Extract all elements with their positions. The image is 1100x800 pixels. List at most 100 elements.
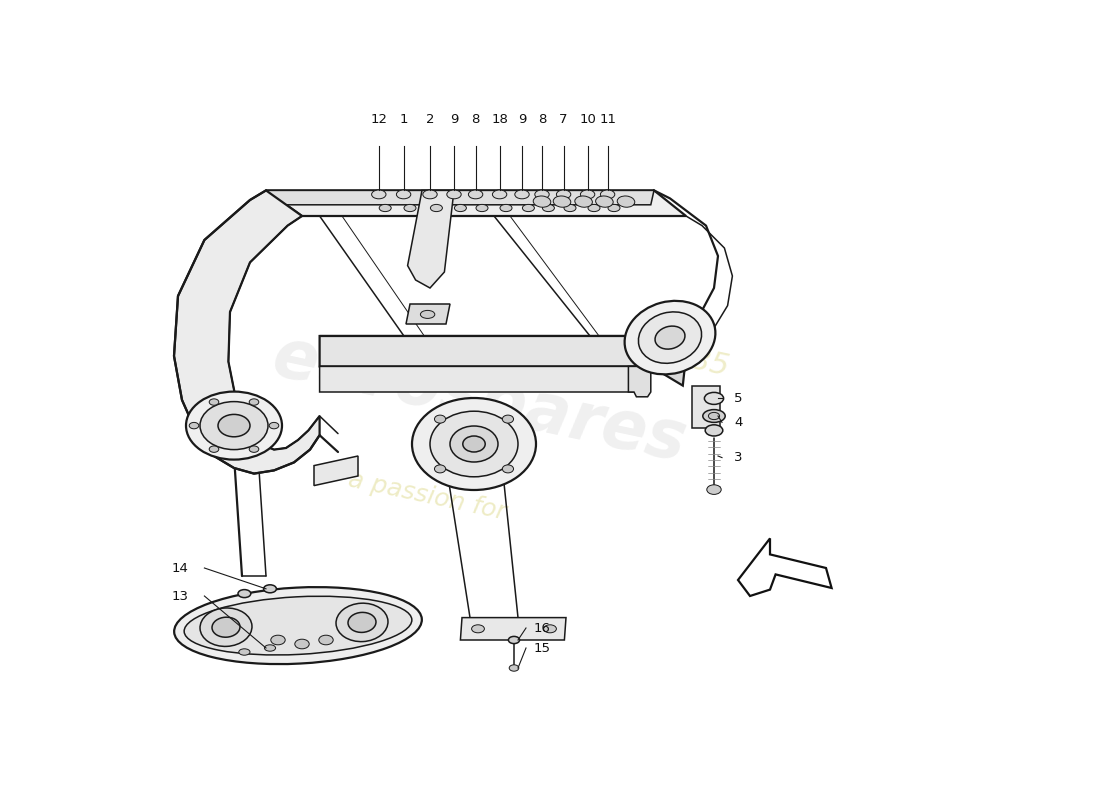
Text: 2: 2 xyxy=(426,114,434,126)
Ellipse shape xyxy=(522,204,535,212)
Ellipse shape xyxy=(250,399,258,406)
Text: 9: 9 xyxy=(518,114,526,126)
Ellipse shape xyxy=(493,190,507,198)
Ellipse shape xyxy=(625,301,715,374)
Ellipse shape xyxy=(396,190,410,198)
Ellipse shape xyxy=(707,485,722,494)
Polygon shape xyxy=(738,538,832,596)
Text: 11: 11 xyxy=(600,114,616,126)
Ellipse shape xyxy=(704,392,724,404)
Text: 14: 14 xyxy=(172,562,188,574)
Ellipse shape xyxy=(703,410,725,422)
Ellipse shape xyxy=(553,196,571,207)
Ellipse shape xyxy=(535,190,549,198)
Ellipse shape xyxy=(509,665,519,671)
Text: 1985: 1985 xyxy=(650,338,732,382)
Ellipse shape xyxy=(503,415,514,423)
Polygon shape xyxy=(461,618,566,640)
Ellipse shape xyxy=(186,391,282,459)
Ellipse shape xyxy=(239,649,250,655)
Ellipse shape xyxy=(264,585,276,593)
Polygon shape xyxy=(265,190,654,205)
Ellipse shape xyxy=(469,190,483,198)
Text: 5: 5 xyxy=(734,392,742,405)
Text: 8: 8 xyxy=(472,114,480,126)
Ellipse shape xyxy=(238,590,251,598)
Ellipse shape xyxy=(588,204,600,212)
Text: 18: 18 xyxy=(492,114,508,126)
Text: 16: 16 xyxy=(534,622,551,634)
Text: 10: 10 xyxy=(580,114,596,126)
Ellipse shape xyxy=(557,190,571,198)
Ellipse shape xyxy=(209,399,219,406)
Ellipse shape xyxy=(450,426,498,462)
Ellipse shape xyxy=(295,639,309,649)
Text: eurospares: eurospares xyxy=(266,324,693,476)
Ellipse shape xyxy=(420,310,434,318)
Ellipse shape xyxy=(319,635,333,645)
Ellipse shape xyxy=(404,204,416,212)
Ellipse shape xyxy=(595,196,613,207)
Text: 1: 1 xyxy=(399,114,408,126)
Polygon shape xyxy=(320,336,686,356)
Ellipse shape xyxy=(270,422,278,429)
Polygon shape xyxy=(174,190,320,474)
Ellipse shape xyxy=(542,204,554,212)
Ellipse shape xyxy=(454,204,466,212)
Ellipse shape xyxy=(705,425,723,436)
Ellipse shape xyxy=(212,617,240,638)
Ellipse shape xyxy=(218,414,250,437)
Text: a passion for: a passion for xyxy=(345,467,508,525)
Ellipse shape xyxy=(515,190,529,198)
Ellipse shape xyxy=(503,465,514,473)
Polygon shape xyxy=(651,336,686,386)
Polygon shape xyxy=(692,386,719,428)
Text: 9: 9 xyxy=(450,114,459,126)
Ellipse shape xyxy=(336,603,388,642)
Polygon shape xyxy=(266,190,686,216)
Ellipse shape xyxy=(412,398,536,490)
Text: 15: 15 xyxy=(534,642,551,654)
Ellipse shape xyxy=(708,413,719,419)
Ellipse shape xyxy=(543,625,557,633)
Polygon shape xyxy=(320,336,654,366)
Ellipse shape xyxy=(379,204,392,212)
Ellipse shape xyxy=(608,204,620,212)
Ellipse shape xyxy=(476,204,488,212)
Ellipse shape xyxy=(200,402,268,450)
Ellipse shape xyxy=(189,422,199,429)
Ellipse shape xyxy=(250,446,258,452)
Ellipse shape xyxy=(422,190,437,198)
Text: 13: 13 xyxy=(172,590,188,602)
Ellipse shape xyxy=(184,596,411,655)
Ellipse shape xyxy=(654,326,685,349)
Polygon shape xyxy=(628,366,651,397)
Ellipse shape xyxy=(174,587,421,664)
Text: 4: 4 xyxy=(734,416,742,429)
Ellipse shape xyxy=(447,190,461,198)
Ellipse shape xyxy=(581,190,595,198)
Ellipse shape xyxy=(200,608,252,646)
Polygon shape xyxy=(314,456,358,486)
Ellipse shape xyxy=(430,204,442,212)
Ellipse shape xyxy=(434,415,446,423)
Ellipse shape xyxy=(617,196,635,207)
Ellipse shape xyxy=(601,190,615,198)
Ellipse shape xyxy=(638,312,702,363)
Ellipse shape xyxy=(463,436,485,452)
Ellipse shape xyxy=(575,196,593,207)
Polygon shape xyxy=(320,366,651,392)
Ellipse shape xyxy=(271,635,285,645)
Text: 12: 12 xyxy=(371,114,387,126)
Polygon shape xyxy=(406,304,450,324)
Ellipse shape xyxy=(500,204,512,212)
Ellipse shape xyxy=(372,190,386,198)
Ellipse shape xyxy=(472,625,484,633)
Text: 3: 3 xyxy=(734,451,742,464)
Polygon shape xyxy=(408,190,454,288)
Ellipse shape xyxy=(430,411,518,477)
Text: 7: 7 xyxy=(559,114,568,126)
Ellipse shape xyxy=(264,645,276,651)
Ellipse shape xyxy=(564,204,576,212)
Ellipse shape xyxy=(434,465,446,473)
